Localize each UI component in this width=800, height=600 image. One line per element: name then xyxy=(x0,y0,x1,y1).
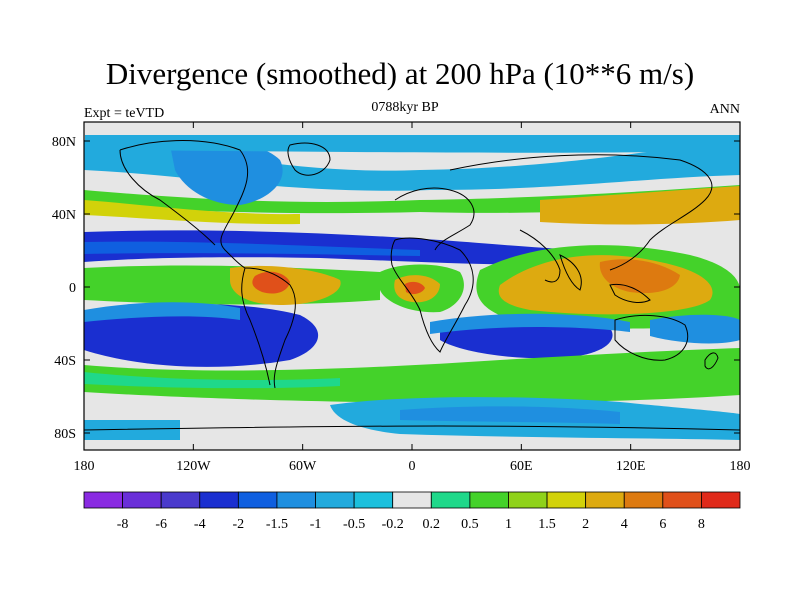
colorbar-swatch xyxy=(546,491,587,509)
latitude-label: 80S xyxy=(54,427,76,442)
longitude-labels: 180 120W 60W 0 60E 120E 180 xyxy=(74,459,751,474)
colorbar-swatch xyxy=(160,491,201,509)
latitude-label: 0 xyxy=(69,281,76,296)
axis-ticks xyxy=(83,122,741,450)
colorbar-label: 1 xyxy=(505,517,512,532)
colorbar-label: -0.5 xyxy=(343,517,365,532)
colorbar-label: 0.2 xyxy=(423,517,441,532)
latitude-label: 40N xyxy=(52,208,76,223)
colorbar-label: 4 xyxy=(621,517,628,532)
colorbar-label: 0.5 xyxy=(461,517,479,532)
longitude-label: 180 xyxy=(730,459,751,474)
colorbar-swatch xyxy=(430,491,471,509)
colorbar-swatch xyxy=(701,491,741,509)
colorbar-label: -2 xyxy=(233,517,245,532)
longitude-label: 0 xyxy=(409,459,416,474)
coastlines xyxy=(84,140,740,431)
colorbar-swatch xyxy=(237,491,278,509)
colorbar: -8 -6 -4 -2 -1.5 -1 -0.5 -0.2 0.2 0.5 1 1.5 2 4 6 8 xyxy=(83,491,741,532)
colorbar-swatch xyxy=(353,491,394,509)
colorbar-swatch xyxy=(585,491,625,509)
colorbar-swatch xyxy=(276,491,316,509)
colorbar-swatch xyxy=(392,491,432,509)
map-title: Divergence (smoothed) at 200 hPa (10**6 … xyxy=(105,56,695,91)
colorbar-swatch xyxy=(315,491,355,509)
colorbar-label: -4 xyxy=(194,517,206,532)
colorbar-swatch xyxy=(508,491,548,509)
latitude-label: 80N xyxy=(52,135,76,150)
colorbar-label: -6 xyxy=(155,517,167,532)
colorbar-label: -8 xyxy=(117,517,129,532)
longitude-label: 120W xyxy=(176,459,211,474)
colorbar-swatch xyxy=(623,491,664,509)
colorbar-swatch xyxy=(199,491,239,509)
colorbar-swatch xyxy=(122,491,162,509)
longitude-label: 60E xyxy=(510,459,533,474)
colorbar-label: 2 xyxy=(582,517,589,532)
latitude-labels: 80N 40N 0 40S 80S xyxy=(52,135,76,442)
colorbar-swatch xyxy=(662,491,702,509)
colorbar-label: 1.5 xyxy=(538,517,556,532)
colorbar-label: -0.2 xyxy=(382,517,404,532)
colorbar-label: -1 xyxy=(310,517,322,532)
colorbar-label: 6 xyxy=(659,517,666,532)
time-label: 0788kyr BP xyxy=(371,100,439,115)
longitude-label: 180 xyxy=(74,459,95,474)
longitude-label: 60W xyxy=(289,459,317,474)
colorbar-label: -1.5 xyxy=(266,517,288,532)
divergence-field xyxy=(84,122,740,450)
season-label: ANN xyxy=(709,102,740,117)
longitude-label: 120E xyxy=(616,459,646,474)
experiment-label: Expt = teVTD xyxy=(84,106,165,121)
colorbar-swatch xyxy=(469,491,509,509)
colorbar-label: 8 xyxy=(698,517,705,532)
colorbar-swatch xyxy=(83,491,123,509)
latitude-label: 40S xyxy=(54,354,76,369)
